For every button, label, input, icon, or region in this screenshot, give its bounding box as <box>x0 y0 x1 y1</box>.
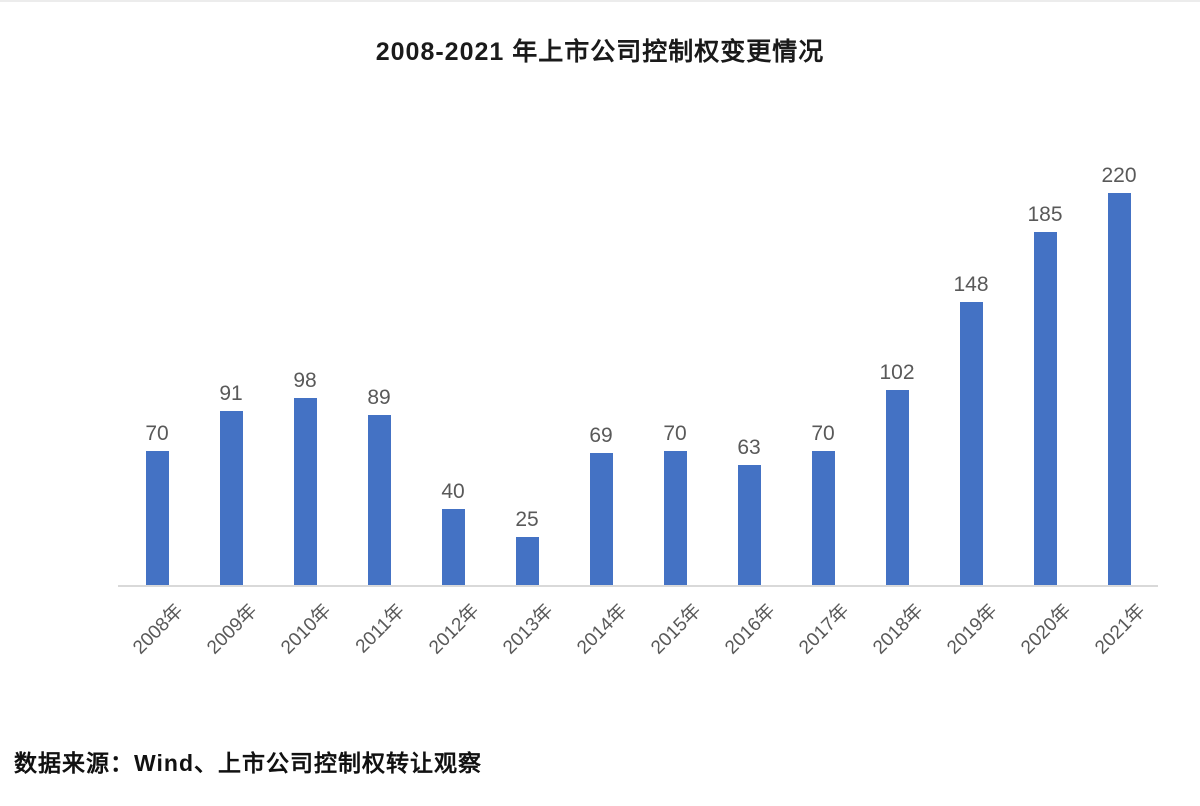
x-tick-label: 2017年 <box>794 600 854 659</box>
bar-slot: 102 <box>860 165 934 585</box>
bar-value-label: 102 <box>879 361 915 384</box>
bar-slot: 220 <box>1082 165 1156 585</box>
bar <box>1107 193 1131 585</box>
bar-value-label: 91 <box>219 382 243 405</box>
bar-slot: 70 <box>638 165 712 585</box>
x-tick-slot: 2021年 <box>1082 587 1156 687</box>
x-tick-slot: 2012年 <box>416 587 490 687</box>
x-tick-label: 2014年 <box>572 600 632 659</box>
bar-slot: 69 <box>564 165 638 585</box>
x-tick-slot: 2017年 <box>786 587 860 687</box>
bar-value-label: 220 <box>1101 164 1137 187</box>
x-tick-slot: 2019年 <box>934 587 1008 687</box>
bar <box>737 465 761 585</box>
bar <box>1033 232 1057 585</box>
x-tick-slot: 2020年 <box>1008 587 1082 687</box>
bar <box>811 451 835 585</box>
bar-slot: 89 <box>342 165 416 585</box>
bar <box>959 302 983 585</box>
x-tick-slot: 2013年 <box>490 587 564 687</box>
x-tick-slot: 2008年 <box>120 587 194 687</box>
x-tick-label: 2015年 <box>646 600 706 659</box>
x-tick-label: 2009年 <box>202 600 262 659</box>
bar-value-label: 70 <box>811 422 835 445</box>
bar-value-label: 69 <box>589 424 613 447</box>
bar <box>145 451 169 585</box>
x-axis-line <box>118 585 1158 587</box>
x-tick-slot: 2011年 <box>342 587 416 687</box>
bar-slot: 185 <box>1008 165 1082 585</box>
x-tick-label: 2019年 <box>942 600 1002 659</box>
bar-value-label: 185 <box>1027 203 1063 226</box>
bar-plot-area: 70 91 98 89 40 25 69 70 63 70 102 148 185 220 <box>120 165 1156 585</box>
x-tick-label: 2016年 <box>720 600 780 659</box>
x-tick-label: 2010年 <box>276 600 336 659</box>
bar-slot: 148 <box>934 165 1008 585</box>
x-tick-label: 2018年 <box>868 600 928 659</box>
x-tick-slot: 2010年 <box>268 587 342 687</box>
bar <box>589 453 613 585</box>
bar-slot: 70 <box>120 165 194 585</box>
bar-slot: 25 <box>490 165 564 585</box>
x-tick-label: 2011年 <box>351 600 410 658</box>
bar-slot: 70 <box>786 165 860 585</box>
x-tick-slot: 2018年 <box>860 587 934 687</box>
chart-title: 2008-2021 年上市公司控制权变更情况 <box>375 38 825 66</box>
bar-value-label: 89 <box>367 386 391 409</box>
bar-value-label: 40 <box>441 480 465 503</box>
data-source-note: 数据来源：Wind、上市公司控制权转让观察 <box>14 750 482 776</box>
x-tick-slot: 2009年 <box>194 587 268 687</box>
bar <box>293 398 317 585</box>
bar-slot: 91 <box>194 165 268 585</box>
x-tick-slot: 2014年 <box>564 587 638 687</box>
bar-slot: 40 <box>416 165 490 585</box>
x-tick-slot: 2016年 <box>712 587 786 687</box>
bar <box>219 411 243 585</box>
x-tick-label: 2021年 <box>1090 600 1150 659</box>
bar <box>885 390 909 585</box>
bar-value-label: 25 <box>515 508 539 531</box>
bar-value-label: 70 <box>663 422 687 445</box>
bar <box>367 415 391 585</box>
x-axis-labels: 2008年 2009年 2010年 2011年 2012年 2013年 2014年 2015年… <box>120 587 1156 687</box>
bar-slot: 63 <box>712 165 786 585</box>
x-tick-slot: 2015年 <box>638 587 712 687</box>
bar <box>515 537 539 585</box>
bar <box>441 509 465 585</box>
bar <box>663 451 687 585</box>
x-tick-label: 2012年 <box>424 600 484 659</box>
bar-value-label: 148 <box>953 273 989 296</box>
x-tick-label: 2020年 <box>1016 600 1076 659</box>
x-tick-label: 2013年 <box>498 600 558 659</box>
bar-value-label: 98 <box>293 369 317 392</box>
bar-slot: 98 <box>268 165 342 585</box>
bar-value-label: 70 <box>145 422 169 445</box>
x-tick-label: 2008年 <box>128 600 188 659</box>
bar-value-label: 63 <box>737 436 761 459</box>
